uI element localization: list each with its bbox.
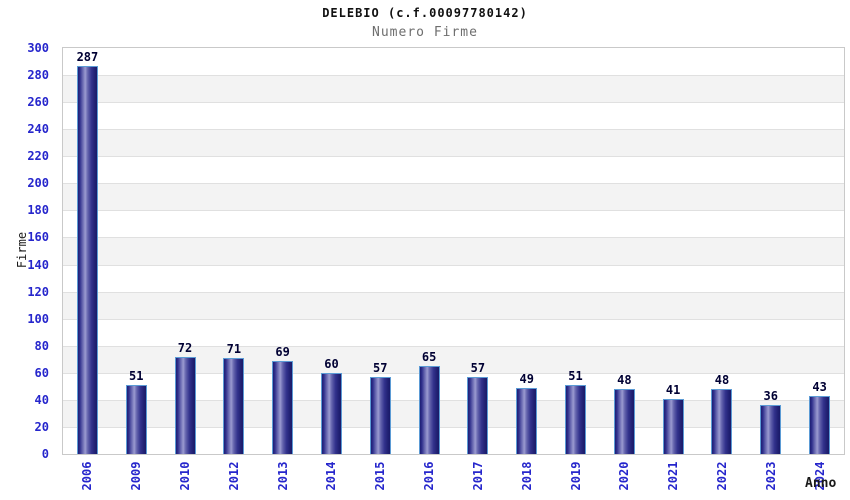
bar-group: 48 [600, 48, 649, 454]
y-axis-tick-label: 280 [27, 68, 49, 83]
grid-band [63, 372, 844, 400]
bar-group: 41 [649, 48, 698, 454]
x-axis-tick-label: 2019 [568, 461, 583, 491]
bar-value-label: 43 [812, 379, 827, 394]
y-axis-tick-label: 180 [27, 203, 49, 218]
bar [320, 372, 342, 454]
x-axis-tick-label: 2020 [617, 461, 632, 491]
y-axis-tick-label: 160 [27, 230, 49, 245]
y-axis-tick-label: 300 [27, 41, 49, 55]
bar-value-label: 51 [128, 368, 144, 383]
bar-group: 69 [258, 48, 307, 454]
x-axis-tick-label: 2021 [666, 461, 681, 491]
bar-value-label: 48 [617, 373, 632, 388]
grid-band [63, 237, 844, 265]
grid-band [63, 183, 844, 211]
bar-value-label: 69 [275, 344, 290, 359]
bar-value-label: 72 [177, 340, 193, 355]
grid-band [63, 102, 844, 129]
bar-value-label: 41 [665, 382, 681, 397]
bar-value-label: 71 [226, 341, 242, 356]
bar [613, 389, 635, 454]
x-axis-tick-label: 2013 [275, 461, 290, 491]
x-axis-tick-label: 2010 [178, 461, 193, 491]
x-axis-tick-label: 2015 [373, 461, 388, 491]
y-axis-tick-label: 260 [27, 95, 49, 110]
chart-subtitle: Numero Firme [372, 25, 478, 40]
bar-group: 57 [356, 48, 405, 454]
x-axis-tick-label: 2017 [470, 461, 485, 491]
x-axis-tick-label: 2014 [324, 461, 339, 491]
bar [467, 376, 489, 454]
bar [76, 65, 98, 454]
y-axis-title: Firme [15, 231, 29, 269]
x-axis-tick-label: 2016 [422, 461, 437, 491]
bar-value-label: 51 [568, 368, 583, 383]
bar-value-label: 36 [763, 389, 778, 404]
bar-group: 287 [63, 48, 112, 454]
bar [760, 405, 782, 454]
bar-group: 65 [405, 48, 454, 454]
y-axis-tick-label: 220 [27, 149, 49, 164]
y-axis-tick-label: 100 [27, 311, 49, 326]
x-axis-tick-label: 2018 [519, 461, 534, 491]
x-axis-tick-label: 2006 [80, 461, 95, 491]
bar-group: 48 [698, 48, 747, 454]
y-axis-tick-label: 240 [27, 122, 49, 137]
bar [418, 366, 440, 454]
x-axis-tick-label: 2023 [763, 461, 778, 491]
bar-value-label: 57 [470, 360, 486, 375]
bar-group: 57 [454, 48, 503, 454]
y-axis-tick-label: 120 [27, 284, 49, 299]
y-axis-tick-label: 200 [27, 176, 49, 191]
bar-group: 43 [795, 48, 844, 454]
bar [223, 357, 245, 454]
x-axis-tick-label: 2009 [129, 461, 144, 491]
grid-band [63, 264, 844, 292]
bar [662, 398, 684, 454]
bar-value-label: 65 [421, 350, 437, 365]
y-axis-tick-label: 40 [34, 392, 49, 407]
grid-band [63, 210, 844, 237]
bar [809, 395, 831, 454]
bar [369, 376, 391, 454]
grid-band [63, 129, 844, 157]
bar [174, 356, 196, 454]
y-axis-tick-label: 60 [34, 365, 49, 380]
x-axis-title: Anno [805, 476, 837, 491]
bar-group: 36 [746, 48, 795, 454]
bar-group: 72 [161, 48, 210, 454]
bar-group: 60 [307, 48, 356, 454]
grid-band [63, 75, 844, 103]
grid-band [63, 156, 844, 183]
y-axis-tick-label: 20 [34, 419, 49, 434]
bar-group: 51 [112, 48, 161, 454]
bar-value-label: 57 [373, 360, 388, 375]
plot-area: 287 51 72 71 69 60 57 65 57 49 51 48 41 48 36 43 [62, 47, 845, 455]
bar-value-label: 60 [324, 356, 339, 371]
bar-group: 49 [502, 48, 551, 454]
x-axis-tick-label: 2022 [714, 461, 729, 491]
bar [565, 384, 587, 454]
bar [125, 384, 147, 454]
bar-group: 71 [209, 48, 258, 454]
bar-group: 51 [551, 48, 600, 454]
y-axis-tick-label: 0 [41, 447, 49, 461]
bar [711, 389, 733, 454]
bar [516, 387, 538, 454]
chart-title: DELEBIO (c.f.00097780142) [322, 6, 528, 20]
bar-value-label: 49 [519, 371, 534, 386]
bar-value-label: 287 [76, 49, 99, 64]
y-axis-tick-label: 80 [34, 338, 49, 353]
bar [272, 360, 294, 454]
grid-band [63, 318, 844, 346]
bar-value-label: 48 [714, 373, 730, 388]
grid-band [63, 291, 844, 319]
x-axis-tick-label: 2012 [226, 461, 241, 491]
y-axis-tick-label: 140 [27, 257, 49, 272]
grid-band [63, 426, 844, 454]
